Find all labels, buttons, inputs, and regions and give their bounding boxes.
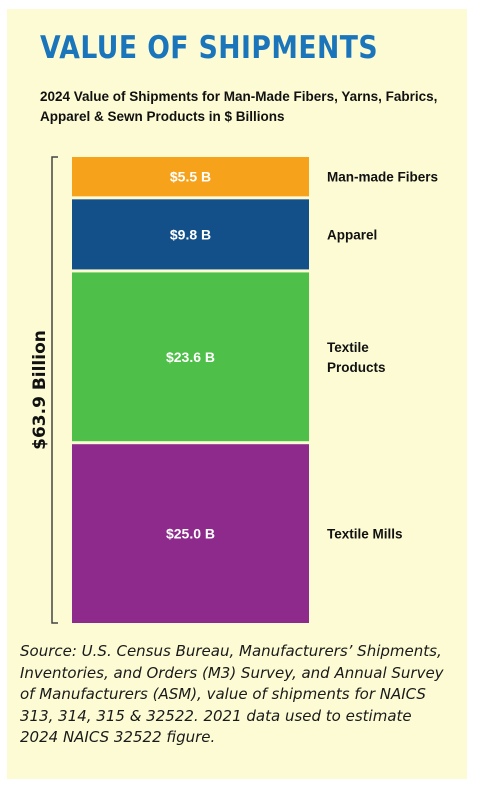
value-label-apparel: $9.8 B [170, 226, 211, 242]
bar-segment-textile-mills [72, 444, 309, 623]
segment-value-labels: $5.5 B $9.8 B $23.6 B $25.0 B [166, 169, 215, 542]
category-label-textile-products: Textile Products [327, 340, 386, 375]
category-label-man-made-fibers: Man-made Fibers [327, 170, 438, 185]
source-note: Source: U.S. Census Bureau, Manufacturer… [20, 642, 444, 746]
bar-segment-apparel [72, 199, 309, 270]
total-label: $63.9 Billion [30, 330, 50, 450]
value-label-textile-products: $23.6 B [166, 349, 215, 365]
page-title: VALUE OF SHIPMENTS [40, 30, 378, 66]
total-bracket: $63.9 Billion [30, 156, 58, 624]
value-label-man-made-fibers: $5.5 B [170, 169, 211, 185]
bar-segment-textile-products [72, 272, 309, 442]
category-label-apparel: Apparel [327, 227, 377, 242]
category-labels: Man-made Fibers Apparel Textile Products Tex… [327, 170, 438, 542]
category-label-textile-mills: Textile Mills [327, 527, 403, 542]
bracket-line [51, 156, 58, 624]
bar-segments [72, 157, 309, 623]
value-label-textile-mills: $25.0 B [166, 526, 215, 542]
chart-subtitle: 2024 Value of Shipments for Man-Made Fib… [40, 89, 438, 124]
bar-segment-man-made-fibers [72, 157, 309, 197]
